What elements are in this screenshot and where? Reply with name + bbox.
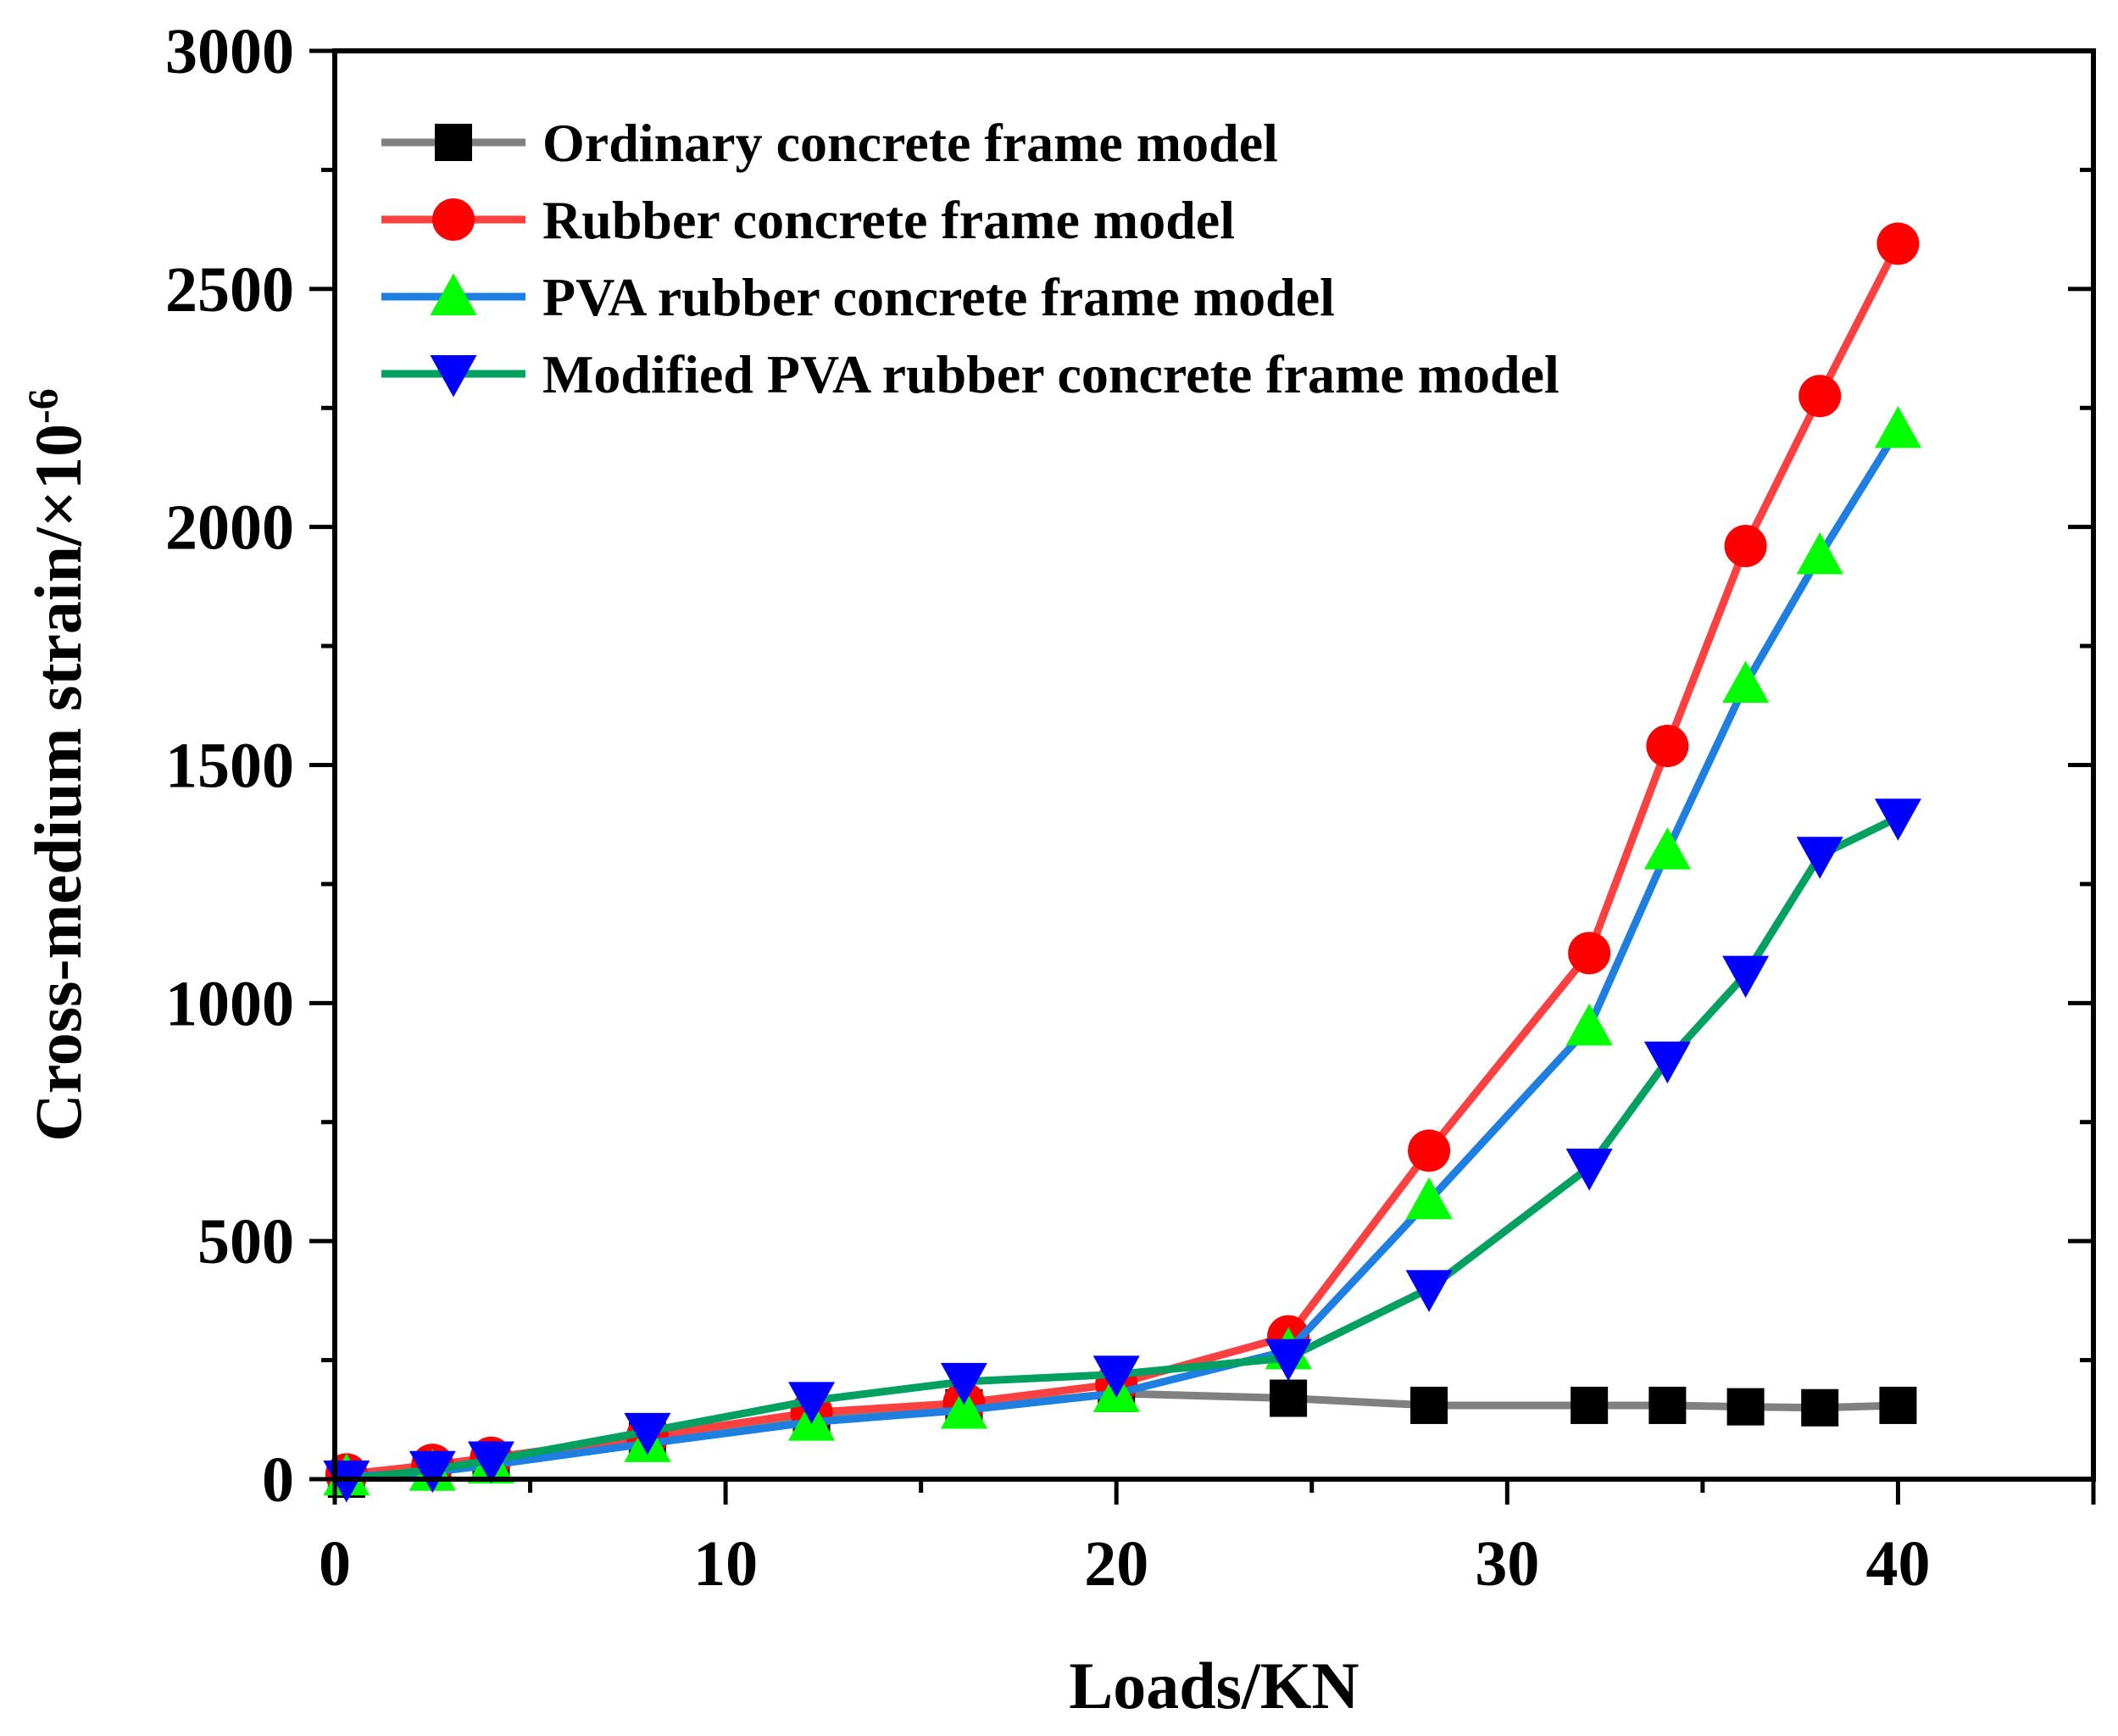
y-tick-label: 2000 <box>165 492 294 564</box>
x-tick-label: 30 <box>1475 1528 1539 1600</box>
data-point <box>1092 1355 1140 1398</box>
y-tick-label: 3000 <box>165 16 294 87</box>
x-tick-label: 20 <box>1084 1528 1148 1600</box>
data-point <box>1879 1386 1917 1424</box>
legend-item: PVA rubber concrete frame model <box>381 267 1335 327</box>
data-point <box>1646 725 1689 768</box>
data-point <box>1265 1338 1312 1382</box>
y-axis-title-main: Cross-medium strain/×10 <box>21 424 95 1142</box>
legend-marker <box>432 198 475 241</box>
data-point <box>1726 1388 1765 1426</box>
series-line <box>346 427 1902 1481</box>
data-point <box>1876 222 1920 265</box>
legend-label: Modified PVA rubber concrete frame model <box>542 344 1559 404</box>
data-point <box>1798 375 1842 418</box>
y-axis-title: Cross-medium strain/×10-6 <box>19 388 95 1142</box>
axis-ticks: 0 10 20 30 40 0 500 1000 1500 2000 2500 3000 <box>165 16 2096 1600</box>
data-point <box>1643 827 1691 870</box>
data-point <box>940 1387 987 1429</box>
legend: Ordinary concrete frame model Rubber conc… <box>381 113 1559 404</box>
legend-marker <box>430 273 477 315</box>
y-tick-label: 2500 <box>165 254 294 326</box>
series-line <box>346 814 1900 1483</box>
data-point <box>467 1441 514 1484</box>
legend-item: Modified PVA rubber concrete frame model <box>381 344 1559 404</box>
data-point <box>1874 406 1921 448</box>
legend-label: PVA rubber concrete frame model <box>542 267 1335 327</box>
data-point <box>940 1362 987 1405</box>
data-point <box>409 1450 456 1494</box>
y-axis-title-superscript: -6 <box>19 388 66 424</box>
x-tick-label: 10 <box>693 1528 758 1600</box>
data-point <box>1408 1129 1451 1172</box>
data-point <box>1570 1386 1609 1424</box>
x-tick-label: 0 <box>319 1528 351 1600</box>
y-tick-label: 0 <box>262 1444 294 1516</box>
legend-label: Rubber concrete frame model <box>542 190 1235 250</box>
x-tick-label: 40 <box>1865 1528 1930 1600</box>
data-point <box>1801 1388 1839 1427</box>
data-point <box>1796 531 1843 575</box>
data-point <box>1270 1379 1308 1417</box>
data-point <box>1565 1149 1613 1191</box>
data-point <box>1568 932 1611 975</box>
y-tick-label: 1500 <box>165 731 294 802</box>
legend-item: Rubber concrete frame model <box>381 190 1235 250</box>
data-point <box>1874 798 1921 841</box>
data-point <box>1405 1270 1453 1312</box>
data-point <box>624 1412 671 1455</box>
data-point <box>1410 1386 1448 1424</box>
data-point <box>1722 955 1770 999</box>
data-point <box>1648 1386 1687 1424</box>
data-point <box>1796 837 1843 879</box>
data-point <box>1722 660 1770 704</box>
data-point <box>788 1382 836 1424</box>
data-point <box>1405 1177 1453 1220</box>
data-point <box>1724 525 1767 568</box>
legend-label: Ordinary concrete frame model <box>542 113 1278 173</box>
legend-marker <box>430 355 477 398</box>
legend-item: Ordinary concrete frame model <box>381 113 1278 173</box>
data-point <box>1643 1041 1691 1084</box>
x-axis-title: Loads/KN <box>1069 1649 1359 1722</box>
y-tick-label: 500 <box>197 1206 294 1277</box>
legend-marker <box>435 124 472 161</box>
data-point <box>1565 1003 1613 1046</box>
y-tick-label: 1000 <box>165 968 294 1039</box>
